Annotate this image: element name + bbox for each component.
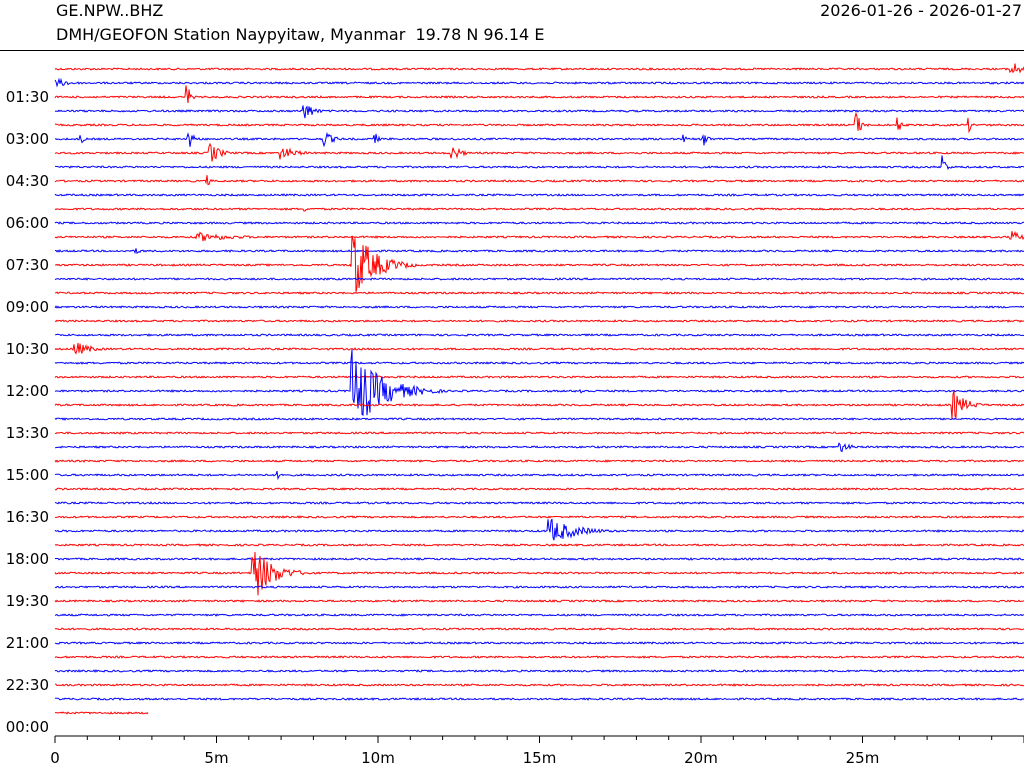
trace-row-0 [54,63,1024,74]
y-tick-label: 22:30 [6,676,49,694]
trace-row-27 [54,442,1024,453]
trace-row-14 [55,236,1024,292]
y-tick-label: 18:00 [6,550,49,568]
y-tick-label: 10:30 [6,340,49,358]
trace-row-6 [54,142,1024,162]
y-tick-label: 13:30 [6,424,49,442]
trace-row-43 [54,669,1024,673]
header-divider [0,50,1024,51]
trace-row-13 [55,248,1024,255]
trace-row-3 [54,105,1024,119]
trace-row-10 [54,207,1024,212]
x-tick-label: 20m [684,749,718,767]
trace-row-45 [54,697,1024,701]
trace-row-28 [54,459,1024,463]
trace-row-46 [55,711,149,715]
trace-row-19 [54,333,1024,337]
trace-row-16 [54,291,1024,295]
y-tick-label: 00:00 [6,718,49,736]
trace-row-20 [54,342,1024,355]
trace-row-25 [54,417,1024,421]
station-description: DMH/GEOFON Station Naypyitaw, Myanmar 19… [56,25,545,44]
trace-row-39 [54,613,1024,617]
trace-row-37 [54,585,1024,589]
trace-row-2 [54,85,1024,104]
trace-row-11 [54,221,1024,225]
trace-row-29 [54,470,1024,481]
y-tick-label: 15:00 [6,466,49,484]
x-tick-label: 10m [361,749,395,767]
trace-row-23 [54,349,1024,417]
trace-row-4 [54,111,1024,134]
trace-row-18 [54,319,1024,323]
trace-row-12 [54,230,1024,242]
y-tick-label: 03:00 [6,130,49,148]
date-range: 2026-01-26 - 2026-01-27 [820,1,1022,20]
trace-row-41 [54,641,1024,645]
trace-row-34 [54,543,1024,547]
trace-row-44 [54,683,1024,687]
station-code: GE.NPW..BHZ [56,1,164,20]
trace-row-21 [54,361,1024,365]
y-tick-label: 12:00 [6,382,49,400]
trace-row-40 [54,627,1024,631]
trace-row-24 [54,390,1024,420]
trace-row-31 [54,501,1024,505]
y-tick-label: 09:00 [6,298,49,316]
trace-row-38 [54,599,1024,603]
y-tick-label: 19:30 [6,592,49,610]
y-tick-label: 01:30 [6,88,49,106]
x-tick-label: 0 [50,749,60,767]
trace-row-42 [54,655,1024,659]
trace-row-30 [54,487,1024,491]
trace-row-7 [55,155,1024,171]
x-tick-label: 5m [204,749,228,767]
trace-row-9 [54,193,1024,197]
trace-row-5 [54,131,1024,148]
trace-row-22 [54,375,1024,379]
trace-row-33 [54,518,1024,541]
trace-row-15 [54,277,1024,281]
trace-row-32 [54,515,1024,519]
y-tick-label: 07:30 [6,256,49,274]
trace-row-1 [54,77,1024,88]
y-tick-label: 16:30 [6,508,49,526]
trace-row-17 [54,305,1024,309]
y-tick-label: 21:00 [6,634,49,652]
trace-row-26 [54,431,1024,435]
y-tick-label: 04:30 [6,172,49,190]
trace-row-36 [54,551,1024,596]
x-tick-label: 25m [846,749,880,767]
trace-row-8 [54,175,1024,186]
trace-row-35 [54,557,1024,561]
x-tick-label: 15m [523,749,557,767]
y-tick-label: 06:00 [6,214,49,232]
